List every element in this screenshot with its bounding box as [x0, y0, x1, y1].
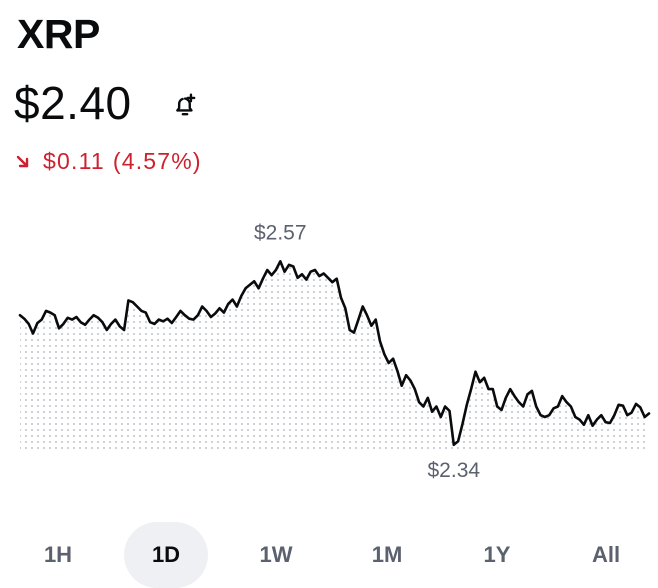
range-button-1w[interactable]: 1W — [259, 542, 293, 567]
change-amount: $0.11 — [43, 148, 105, 174]
price-alert-button[interactable] — [170, 90, 200, 120]
chart-area-fill — [20, 261, 649, 452]
bell-plus-icon — [175, 93, 196, 116]
range-button-1d[interactable]: 1D — [124, 522, 208, 588]
range-button-1h[interactable]: 1H — [43, 542, 73, 567]
range-button-1m[interactable]: 1M — [371, 542, 403, 567]
price-row: $2.40 — [14, 80, 200, 126]
time-range-selector: 1H 1D 1W 1M 1Y All — [0, 522, 658, 588]
price-chart[interactable]: $2.57 $2.34 — [0, 200, 658, 490]
current-price: $2.40 — [14, 77, 132, 129]
asset-name: XRP — [17, 11, 100, 57]
range-button-1y[interactable]: 1Y — [483, 542, 511, 567]
arrow-down-right-icon — [16, 155, 29, 167]
price-line — [18, 260, 651, 447]
price-change: $0.11 (4.57%) — [15, 148, 202, 175]
chart-max-label: $2.57 — [254, 221, 307, 244]
chart-min-label: $2.34 — [428, 459, 481, 482]
price-chart-svg: $2.57 $2.34 — [18, 221, 651, 482]
range-button-all[interactable]: All — [591, 542, 621, 567]
change-percent: (4.57%) — [112, 148, 202, 174]
